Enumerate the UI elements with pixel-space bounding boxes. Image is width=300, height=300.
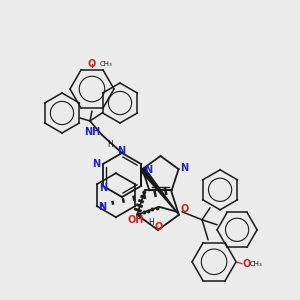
Text: H: H (148, 218, 154, 227)
Text: O: O (242, 259, 250, 269)
Text: H: H (107, 140, 113, 149)
Text: N: N (92, 159, 100, 169)
Text: N: N (98, 202, 106, 212)
Text: CH₃: CH₃ (100, 61, 113, 67)
Text: O: O (155, 222, 163, 232)
Text: N: N (99, 183, 107, 193)
Text: N: N (181, 163, 189, 173)
Text: NH: NH (84, 127, 100, 137)
Text: O: O (180, 204, 188, 214)
Text: N: N (117, 146, 125, 156)
Polygon shape (140, 168, 179, 215)
Text: CH₃: CH₃ (250, 261, 263, 267)
Text: OH: OH (128, 215, 144, 225)
Text: O: O (88, 59, 96, 69)
Text: N: N (144, 165, 153, 175)
